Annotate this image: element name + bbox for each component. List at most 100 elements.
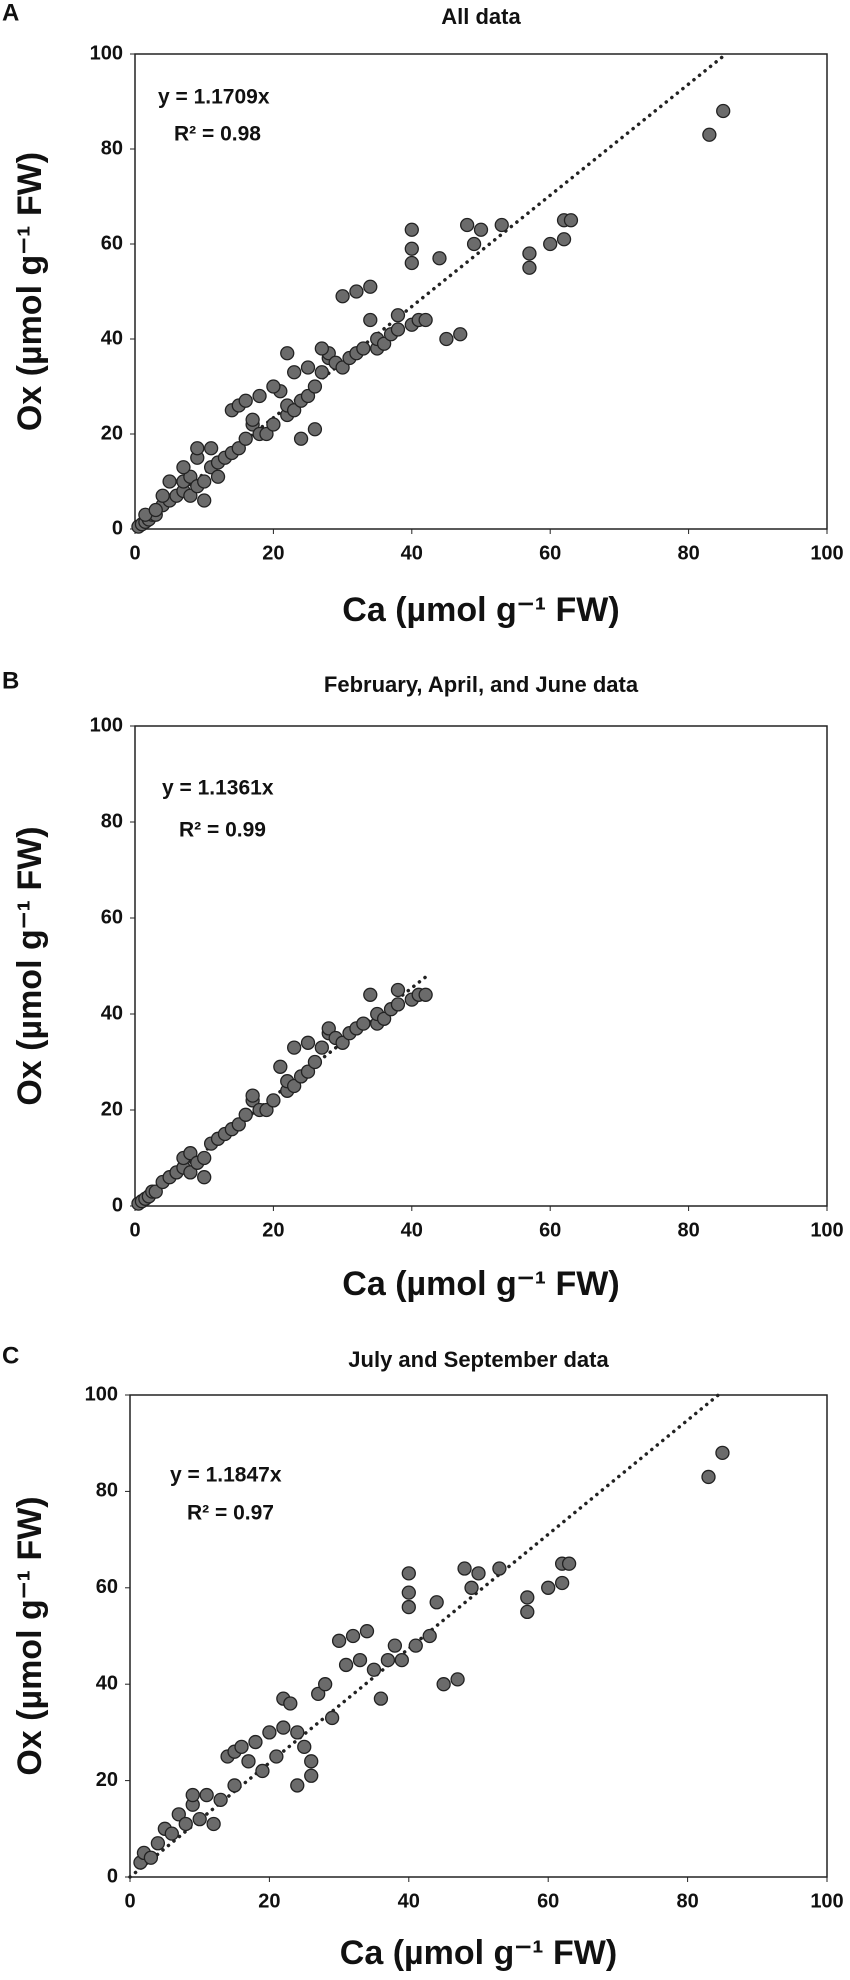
trendline: [128, 1393, 721, 1879]
point: [418, 312, 433, 328]
point: [314, 365, 329, 380]
point: [162, 474, 177, 489]
point: [335, 1035, 350, 1050]
point: [363, 987, 378, 1002]
point: [363, 279, 378, 294]
point: [197, 1150, 212, 1166]
point: [283, 1696, 298, 1711]
point: [541, 1580, 556, 1595]
point: [401, 1585, 416, 1600]
point: [143, 1850, 159, 1865]
point: [287, 365, 302, 380]
point: [439, 331, 454, 347]
point: [213, 1792, 228, 1808]
point: [554, 1575, 570, 1591]
x-tick-label: 80: [677, 542, 699, 564]
point: [387, 1638, 403, 1653]
point: [404, 255, 419, 271]
chart-title: All data: [441, 4, 521, 29]
point: [404, 222, 419, 237]
point: [148, 502, 163, 518]
point: [366, 1662, 382, 1677]
point: [363, 312, 378, 328]
plot-frame: [129, 1394, 828, 1878]
point: [314, 341, 329, 356]
point: [304, 1768, 319, 1783]
point: [520, 1604, 535, 1620]
x-tick-label: 20: [258, 1890, 280, 1912]
point: [197, 1170, 212, 1185]
point: [563, 213, 579, 228]
point: [522, 260, 537, 275]
point: [338, 1657, 354, 1673]
point: [453, 327, 468, 342]
point: [227, 1778, 242, 1793]
point: [471, 1566, 486, 1581]
plot-frame: [134, 53, 828, 530]
point: [280, 346, 295, 361]
point: [390, 308, 406, 323]
point: [460, 217, 475, 233]
point: [304, 1754, 319, 1769]
y-tick-label: 100: [90, 714, 123, 736]
point: [432, 251, 447, 266]
y-tick-label: 20: [96, 1769, 118, 1791]
point: [376, 1011, 392, 1026]
point: [318, 1677, 333, 1692]
point: [255, 1763, 270, 1779]
equation: y = 1.1847x: [170, 1464, 282, 1487]
point: [380, 1652, 396, 1668]
point: [178, 1816, 193, 1832]
x-tick-label: 40: [401, 1219, 423, 1241]
point: [287, 1078, 302, 1094]
y-tick-label: 100: [85, 1383, 118, 1405]
point: [376, 336, 392, 351]
y-tick-label: 80: [96, 1480, 118, 1502]
point: [307, 1054, 323, 1070]
point: [702, 127, 717, 142]
point: [429, 1595, 444, 1610]
panel-label: B: [2, 667, 19, 694]
point: [422, 1628, 437, 1644]
x-tick-label: 100: [810, 1219, 843, 1241]
point: [494, 217, 509, 233]
point: [183, 469, 198, 484]
x-tick-label: 20: [262, 1219, 284, 1241]
point: [321, 1021, 336, 1036]
point: [252, 388, 267, 404]
point: [556, 232, 572, 247]
point: [324, 1710, 340, 1726]
equation: y = 1.1709x: [158, 86, 270, 109]
point: [492, 1561, 507, 1576]
point: [331, 1633, 347, 1648]
point: [241, 1754, 256, 1769]
point: [300, 360, 316, 375]
x-tick-label: 40: [398, 1890, 420, 1912]
y-tick-label: 100: [90, 42, 123, 64]
point: [466, 236, 482, 252]
point: [190, 441, 205, 456]
point: [238, 393, 253, 408]
point: [259, 426, 274, 442]
point: [715, 1445, 730, 1460]
plot-frame: [134, 725, 828, 1207]
point: [349, 284, 364, 299]
r-squared: R² = 0.97: [187, 1502, 274, 1525]
y-tick-label: 60: [101, 906, 123, 928]
point: [418, 987, 433, 1002]
point: [266, 1093, 281, 1108]
x-tick-label: 100: [810, 542, 843, 564]
point: [300, 388, 316, 404]
point: [401, 1599, 416, 1615]
point: [185, 1787, 200, 1803]
y-tick-label: 80: [101, 137, 123, 159]
point: [345, 1628, 361, 1644]
x-tick-label: 20: [262, 542, 284, 564]
point: [335, 289, 350, 304]
point: [234, 1739, 249, 1755]
equation: y = 1.1361x: [162, 777, 274, 800]
point: [269, 1749, 284, 1764]
point: [231, 1117, 246, 1132]
point: [273, 1059, 288, 1074]
point: [150, 1836, 166, 1851]
